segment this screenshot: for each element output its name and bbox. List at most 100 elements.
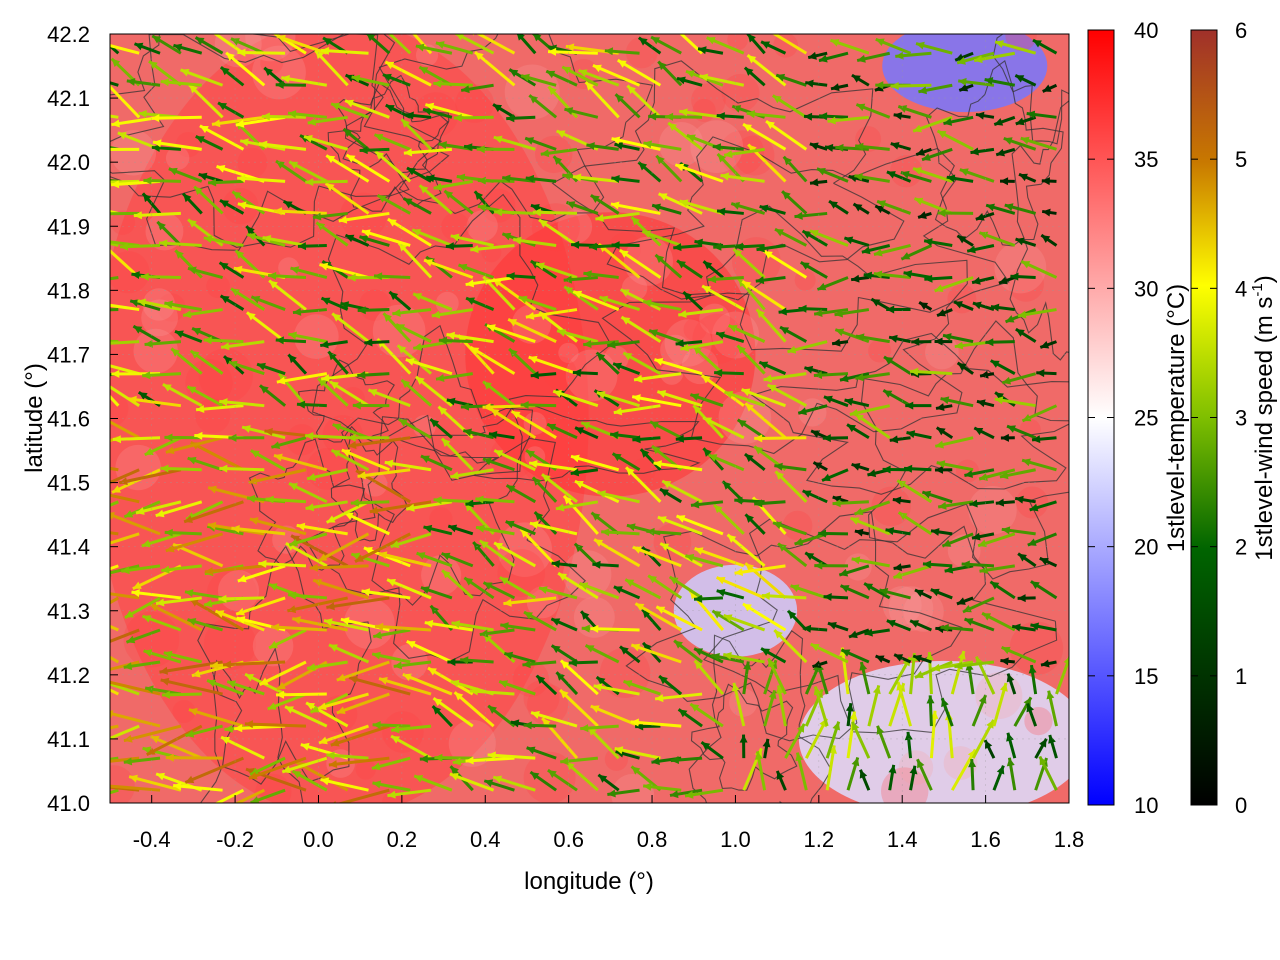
wind-vector-head — [449, 772, 459, 781]
wind-vector-head — [679, 199, 689, 208]
wind-vector-head — [999, 471, 1009, 480]
wind-vector — [110, 466, 119, 472]
wind-vector-head — [237, 574, 247, 583]
wind-vector-head — [685, 790, 694, 799]
wind-vector-head — [157, 221, 166, 231]
wind-vector — [270, 625, 327, 632]
wind-vector-head — [703, 417, 713, 425]
wind-vector-head — [128, 395, 137, 404]
wind-vector-head — [453, 113, 462, 122]
wind-vector — [273, 209, 327, 215]
wind-vector — [593, 538, 641, 568]
wind-vector-head — [957, 651, 966, 660]
wind-vector-head — [130, 299, 140, 307]
wind-vector-head — [447, 657, 456, 666]
wind-vector-head — [320, 340, 329, 349]
wind-vector-head — [162, 384, 172, 392]
wind-vector-head — [893, 571, 903, 580]
wind-vector-head — [165, 446, 175, 455]
wind-vector — [486, 324, 536, 344]
wind-vector-head — [145, 685, 154, 694]
wind-vector-head — [1006, 673, 1015, 683]
temperature-texture — [435, 291, 459, 315]
wind-speed-colorbar-ticks: 0 1 2 3 4 5 6 — [1191, 18, 1247, 818]
wind-vector-head — [493, 104, 503, 112]
wind-vector-head — [138, 110, 147, 118]
wind-vector-head — [593, 683, 603, 692]
wind-vector-head — [685, 70, 695, 78]
wind-vector-head — [761, 591, 770, 600]
wind-speed-colorbar: 0 1 2 3 4 5 6 1stlevel-wind speed (m s-1) — [1190, 18, 1278, 818]
wind-vector-head — [683, 292, 692, 301]
wind-vector — [318, 724, 369, 745]
wind-vector-head — [972, 301, 982, 310]
wind-vector-head — [969, 499, 978, 508]
wind-vector-head — [658, 61, 667, 71]
wind-vector-head — [591, 512, 601, 521]
wind-vector-head — [904, 464, 913, 473]
wind-vector-head — [849, 408, 859, 417]
wind-vector-head — [530, 772, 540, 780]
wind-vector-head — [1040, 659, 1050, 668]
wind-vector-head — [631, 766, 641, 775]
wind-vector-head — [913, 167, 922, 175]
wind-vector-head — [250, 450, 260, 458]
wind-vector-head — [611, 175, 620, 183]
wind-vector-head — [379, 677, 388, 685]
wind-vector-head — [403, 148, 413, 157]
wind-vector-head — [419, 754, 428, 763]
temperature-texture — [145, 212, 184, 251]
wind-vector-head — [441, 438, 451, 448]
wind-vector-head — [77, 781, 85, 789]
wind-vector — [309, 564, 369, 570]
wind-vector-head — [351, 74, 361, 83]
wind-vector — [325, 154, 370, 183]
wind-vector-head — [284, 706, 294, 714]
wind-vector-head — [774, 462, 783, 471]
colorbar-tick-label: 10 — [1134, 793, 1158, 818]
wind-vector — [630, 720, 682, 728]
wind-vector — [559, 688, 599, 728]
wind-vector-head — [717, 153, 727, 163]
wind-vector-head — [957, 362, 967, 371]
wind-vector — [214, 788, 245, 803]
wind-vector-head — [675, 339, 684, 348]
wind-vector-head — [690, 500, 700, 509]
wind-vector-head — [401, 119, 410, 128]
wind-vector-head — [994, 118, 1004, 126]
wind-vector-head — [331, 102, 340, 111]
wind-vector-head — [922, 153, 931, 161]
wind-vector-head — [1029, 503, 1039, 512]
wind-vector-head — [872, 685, 881, 695]
wind-vector-head — [110, 180, 120, 189]
wind-vector-head — [359, 146, 368, 155]
wind-vector-head — [894, 654, 904, 662]
y-tick-label: 41.6 — [47, 407, 90, 432]
wind-vector-head — [815, 689, 823, 699]
wind-vector-head — [101, 210, 109, 218]
wind-vector-head — [934, 465, 944, 474]
wind-vector-head — [199, 125, 209, 134]
wind-vector-head — [224, 356, 233, 365]
wind-vector-head — [1015, 329, 1025, 337]
wind-vector-head — [194, 186, 203, 195]
wind-vector-head — [615, 749, 625, 758]
wind-vector-head — [398, 242, 408, 252]
wind-vector-head — [985, 740, 993, 750]
wind-vector-head — [906, 430, 916, 439]
wind-vector-head — [601, 528, 610, 537]
wind-vector-head — [930, 588, 940, 597]
wind-vector-head — [476, 145, 485, 154]
wind-vector — [425, 103, 474, 119]
wind-vector-head — [808, 51, 817, 60]
wind-vector — [248, 468, 307, 485]
wind-vector-head — [69, 635, 78, 642]
wind-vector — [338, 211, 390, 223]
wind-vector-head — [470, 245, 479, 254]
wind-speed-colorbar-label: 1stlevel-wind speed (m s-1) — [1249, 275, 1278, 560]
temperature-texture — [924, 335, 959, 370]
wind-vector-head — [759, 361, 769, 369]
wind-vector-head — [161, 565, 170, 574]
wind-vector-head — [840, 585, 850, 593]
wind-vector-head — [595, 214, 604, 223]
